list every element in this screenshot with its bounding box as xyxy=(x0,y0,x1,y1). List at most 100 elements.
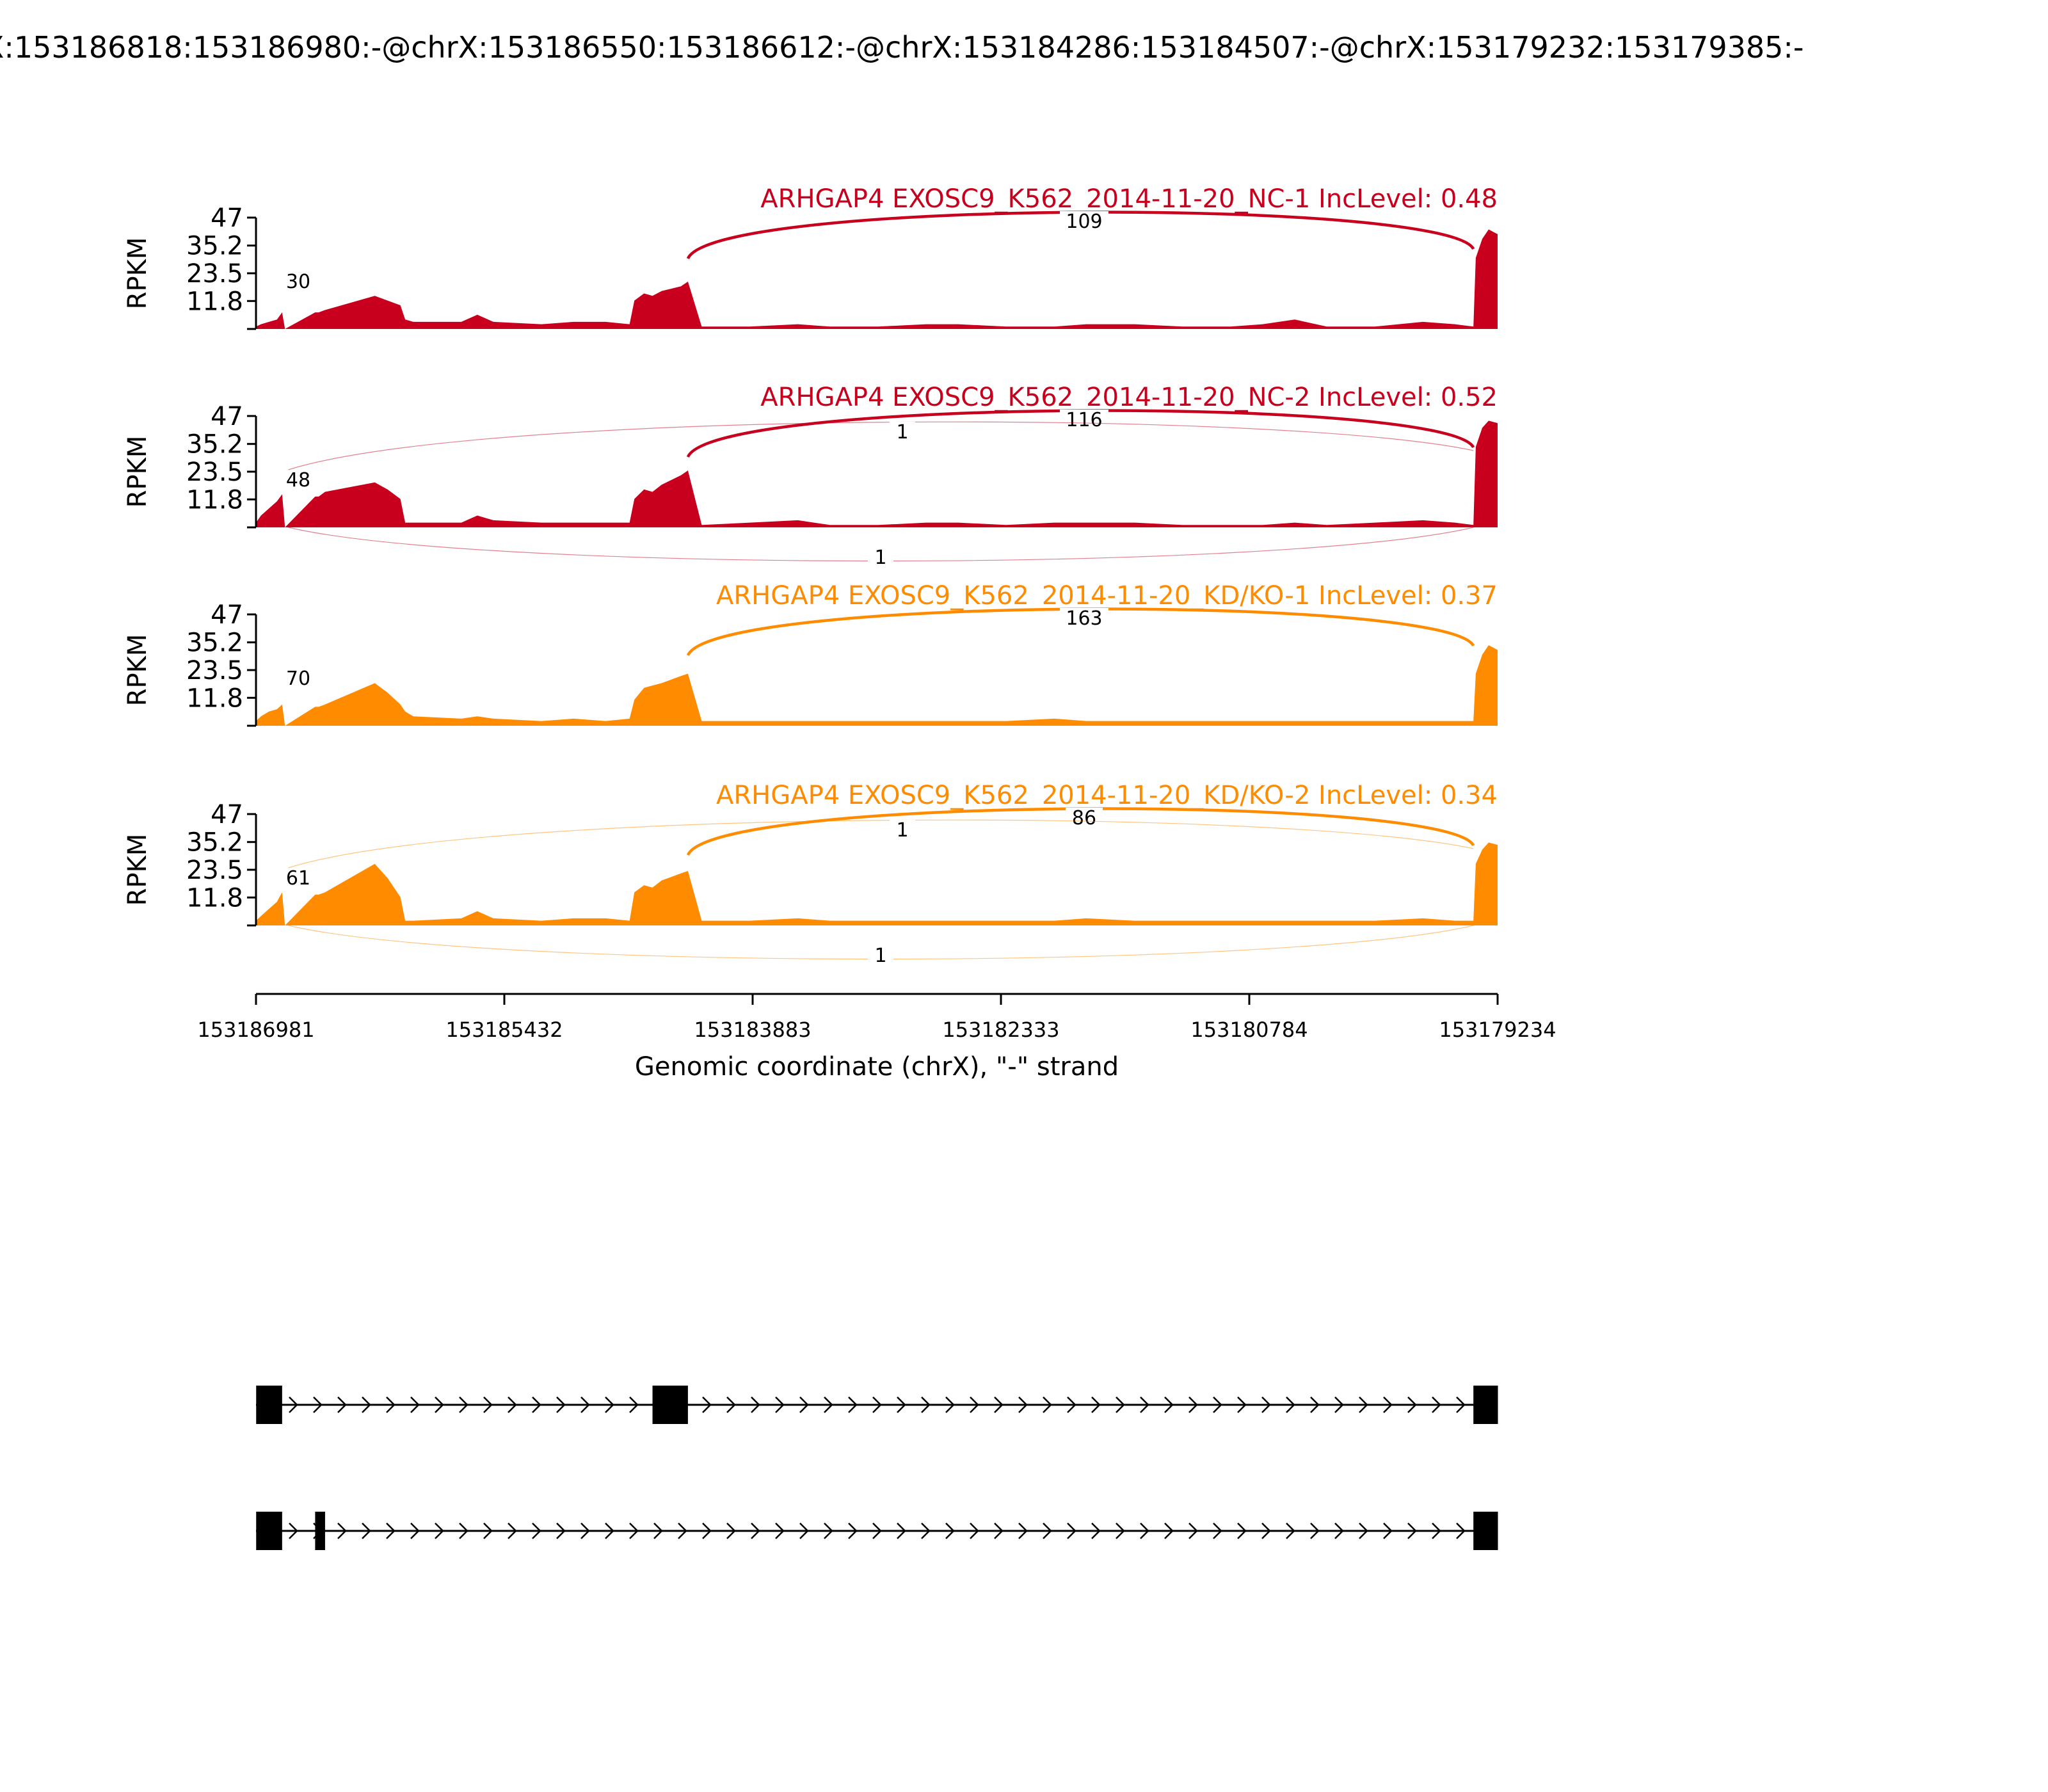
strand-arrow xyxy=(1164,1523,1174,1539)
strand-arrow xyxy=(1043,1396,1052,1413)
strand-arrow xyxy=(605,1396,614,1413)
strand-arrow xyxy=(556,1396,566,1413)
strand-arrow xyxy=(386,1523,396,1539)
strand-arrow xyxy=(726,1396,736,1413)
strand-arrow xyxy=(994,1396,1004,1413)
strand-arrow xyxy=(921,1396,931,1413)
y-tick-label: 35.2 xyxy=(186,232,243,261)
junction-arc xyxy=(288,421,1474,470)
strand-arrow xyxy=(872,1523,882,1539)
strand-arrow xyxy=(1261,1396,1271,1413)
y-tick-label: 23.5 xyxy=(186,458,243,487)
x-axis-label: Genomic coordinate (chrX), "-" strand xyxy=(635,1052,1119,1082)
strand-arrow xyxy=(970,1396,979,1413)
strand-arrow xyxy=(1432,1396,1441,1413)
junction-arc xyxy=(288,819,1474,868)
strand-arrow xyxy=(508,1396,517,1413)
strand-arrow xyxy=(1407,1523,1417,1539)
strand-arrow xyxy=(1213,1523,1222,1539)
strand-arrow xyxy=(1383,1396,1393,1413)
strand-arrow xyxy=(459,1523,468,1539)
strand-arrow xyxy=(872,1396,882,1413)
junction-label-bg xyxy=(868,945,893,967)
strand-arrow xyxy=(605,1523,614,1539)
y-tick-label: 35.2 xyxy=(186,628,243,658)
strand-arrow xyxy=(1018,1396,1028,1413)
strand-arrow xyxy=(1456,1523,1466,1539)
strand-arrow xyxy=(848,1396,858,1413)
strand-arrow xyxy=(435,1396,444,1413)
junction-count-label: 61 xyxy=(286,867,310,890)
strand-arrow xyxy=(1334,1396,1344,1413)
strand-arrow xyxy=(751,1523,760,1539)
strand-arrow xyxy=(1359,1523,1368,1539)
strand-arrow xyxy=(1116,1523,1125,1539)
strand-arrow xyxy=(362,1523,371,1539)
junction-count-label: 70 xyxy=(286,668,310,690)
panel-title: ARHGAP4 EXOSC9_K562_2014-11-20_NC-1 IncL… xyxy=(760,184,1498,214)
junction-label-bg xyxy=(868,547,893,569)
y-tick-label: 23.5 xyxy=(186,259,243,289)
strand-arrow xyxy=(1261,1523,1271,1539)
strand-arrow xyxy=(483,1523,493,1539)
y-tick-label: 47 xyxy=(211,600,243,630)
strand-arrow xyxy=(362,1396,371,1413)
junction-count-label: 86 xyxy=(1072,807,1096,829)
strand-arrow xyxy=(824,1396,833,1413)
junction-count-label: 109 xyxy=(1066,211,1102,233)
strand-arrow xyxy=(483,1396,493,1413)
strand-arrow xyxy=(1091,1396,1101,1413)
strand-arrow xyxy=(824,1523,833,1539)
strand-arrow xyxy=(897,1396,906,1413)
plot-title: chrX:153186818:153186980:-@chrX:15318655… xyxy=(0,30,1804,65)
strand-arrow xyxy=(678,1523,687,1539)
junction-label-bg xyxy=(1060,211,1108,233)
strand-arrow xyxy=(702,1396,712,1413)
junction-count-label: 1 xyxy=(896,421,908,444)
strand-arrow xyxy=(1140,1396,1149,1413)
strand-arrow xyxy=(653,1523,663,1539)
strand-arrow xyxy=(289,1396,298,1413)
strand-arrow xyxy=(629,1523,639,1539)
isoform-models xyxy=(256,1386,1498,1550)
strand-arrow xyxy=(1237,1523,1247,1539)
y-tick-label: 35.2 xyxy=(186,430,243,460)
y-tick-label: 11.8 xyxy=(186,287,243,316)
strand-arrow xyxy=(532,1523,541,1539)
y-tick-label: 23.5 xyxy=(186,656,243,685)
strand-arrow xyxy=(1116,1396,1125,1413)
exon-block xyxy=(256,1512,282,1550)
junction-label-bg xyxy=(1060,608,1108,630)
strand-arrow xyxy=(848,1523,858,1539)
junction-count-label: 163 xyxy=(1066,607,1102,630)
junction-count-label: 1 xyxy=(874,945,886,967)
junction-count-label: 48 xyxy=(286,469,310,492)
exon-block xyxy=(652,1386,688,1424)
strand-arrow xyxy=(799,1523,809,1539)
strand-arrow xyxy=(726,1523,736,1539)
y-tick-label: 11.8 xyxy=(186,485,243,515)
y-tick-label: 47 xyxy=(211,402,243,431)
strand-arrow xyxy=(1067,1396,1076,1413)
x-axis: 153186981 153185432 153183883 153182333 1531… xyxy=(197,993,1556,1082)
y-axis-label: RPKM xyxy=(123,834,152,906)
y-tick-label: 47 xyxy=(211,800,243,829)
strand-arrow xyxy=(945,1396,955,1413)
strand-arrow xyxy=(897,1523,906,1539)
strand-arrow xyxy=(702,1523,712,1539)
strand-arrow xyxy=(1067,1523,1076,1539)
strand-arrow xyxy=(580,1523,590,1539)
strand-arrow xyxy=(1432,1523,1441,1539)
x-tick-label: 153179234 xyxy=(1439,1018,1556,1042)
strand-arrow xyxy=(1334,1523,1344,1539)
strand-arrow xyxy=(337,1523,347,1539)
strand-arrow xyxy=(1310,1523,1320,1539)
y-tick-label: 11.8 xyxy=(186,684,243,713)
strand-arrow xyxy=(1237,1396,1247,1413)
junction-label-bg xyxy=(1066,808,1103,829)
y-axis-label: RPKM xyxy=(123,634,152,707)
strand-arrow xyxy=(313,1396,323,1413)
